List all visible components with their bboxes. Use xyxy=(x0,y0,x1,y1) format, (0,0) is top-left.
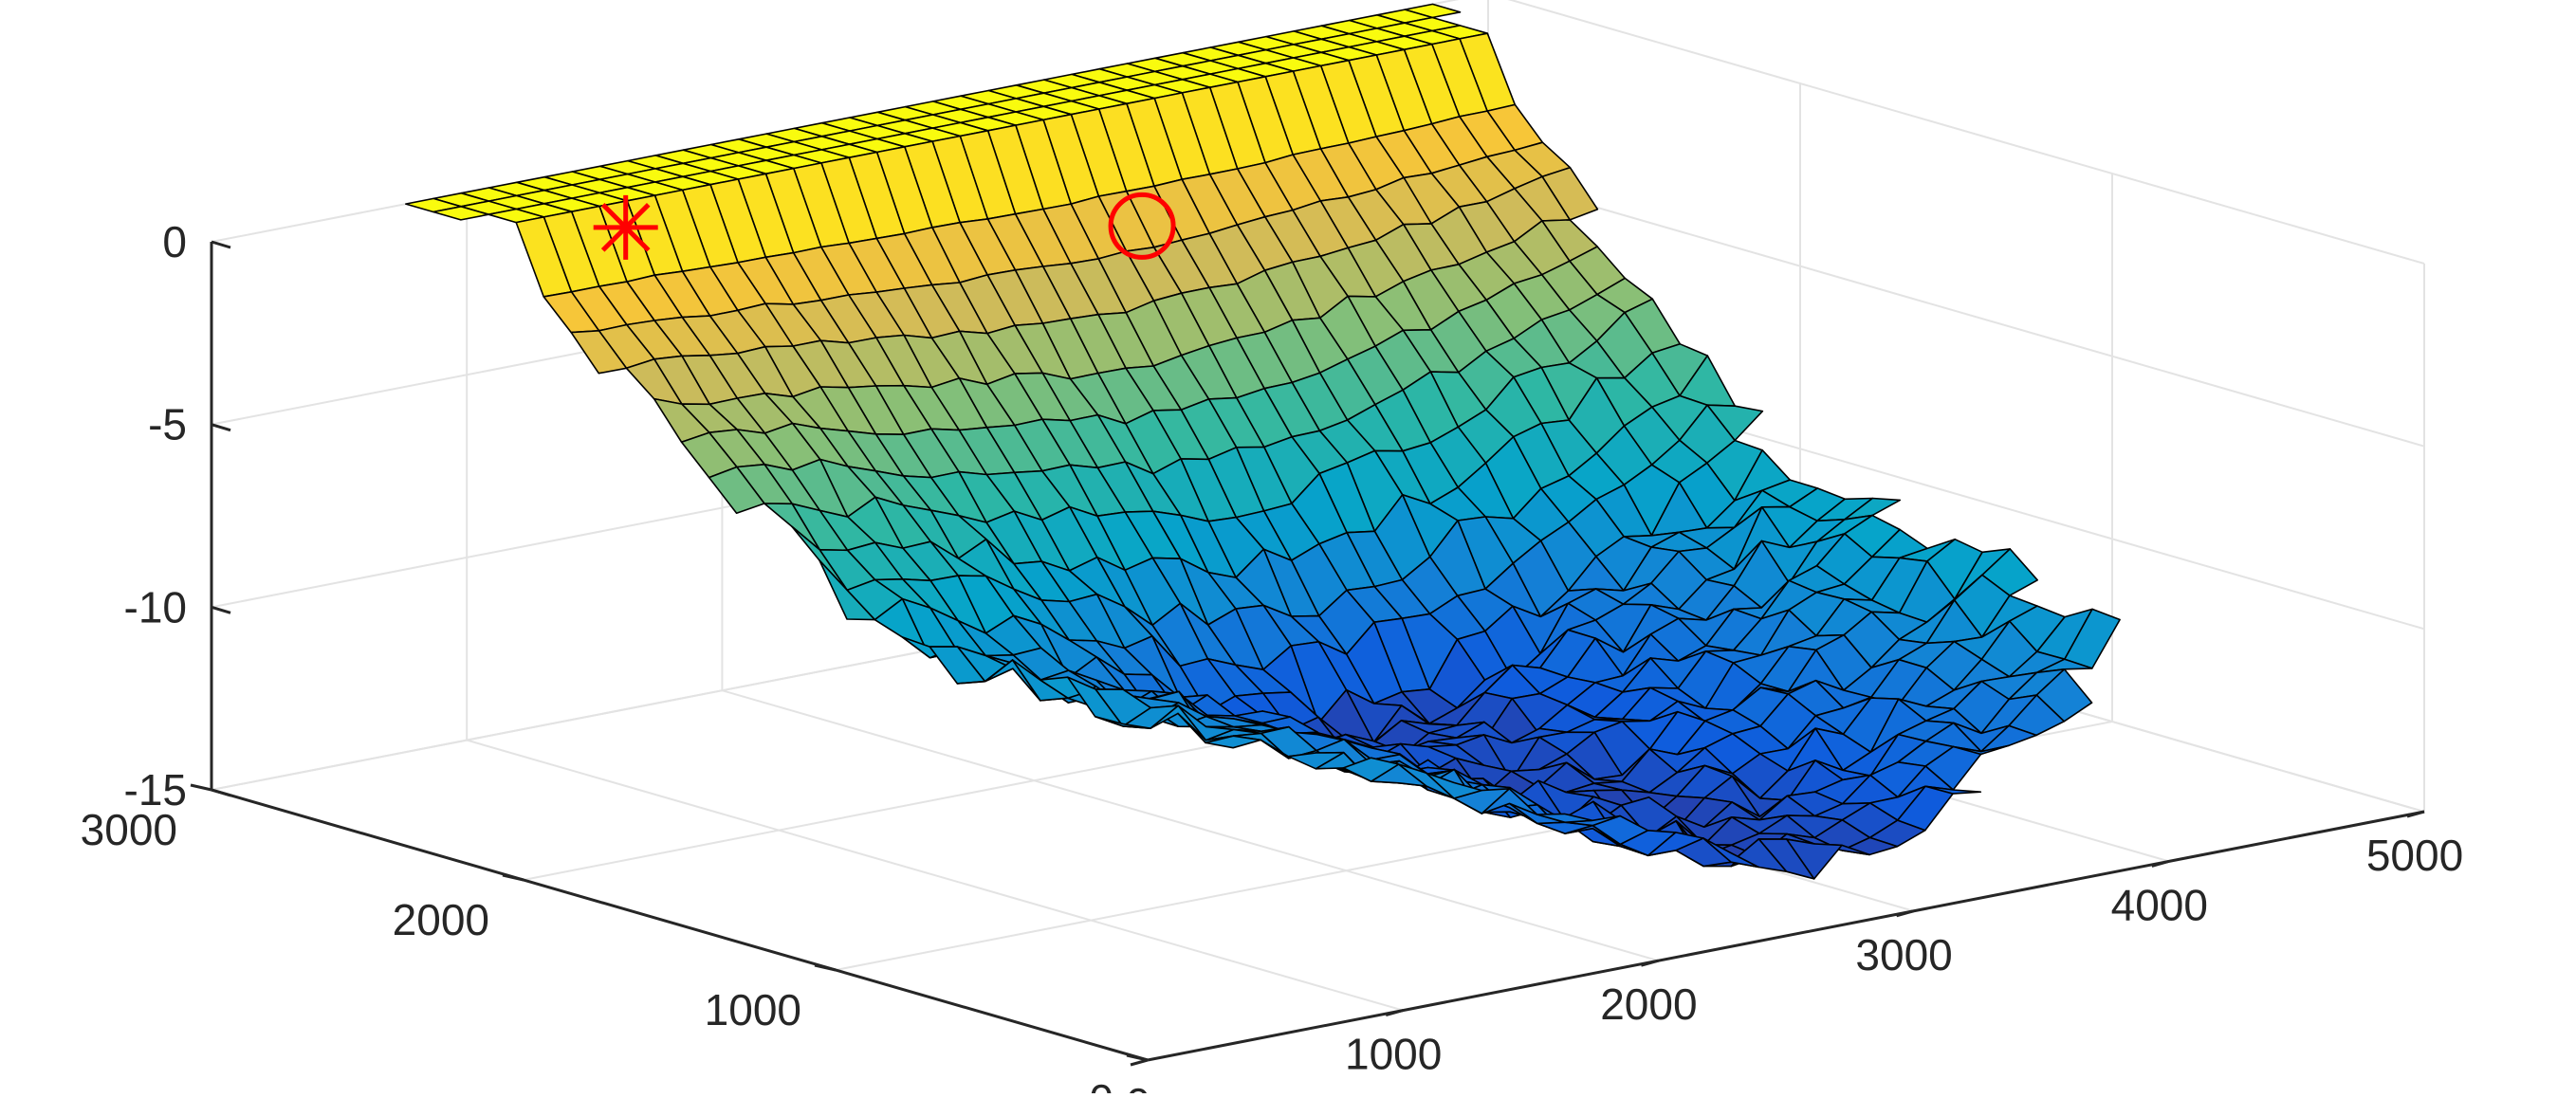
surface-cell xyxy=(1342,757,1400,782)
x-tick-label: 2000 xyxy=(1600,979,1697,1029)
x-tick-mark xyxy=(1896,909,1915,918)
x-tick-label: 0 xyxy=(1126,1079,1150,1093)
x-tick-mark xyxy=(1385,1009,1404,1017)
surface-mesh xyxy=(404,3,2121,880)
surface-cell xyxy=(1205,735,1262,749)
asterisk-marker xyxy=(593,194,658,260)
tick-labels: 0 1000 2000 3000 4000 5000 0 1000 2000 3000 0 -5 -10… xyxy=(81,217,2464,1098)
surface-cell xyxy=(570,329,628,375)
x-tick-mark xyxy=(2406,810,2425,818)
z-tick-label: -5 xyxy=(148,400,187,449)
z-tick-label: -15 xyxy=(124,765,187,814)
y-tick-label: 1000 xyxy=(705,985,801,1034)
x-tick-label: 1000 xyxy=(1345,1030,1442,1079)
z-tick-mark xyxy=(211,788,231,797)
y-tick-label: 2000 xyxy=(393,895,489,944)
y-axis-line xyxy=(211,788,1149,1062)
surface-cell xyxy=(708,466,765,515)
surface-cell xyxy=(1536,813,1593,824)
z-tick-label: 0 xyxy=(162,217,187,266)
x-tick-label: 4000 xyxy=(2111,880,2208,929)
surface-cell xyxy=(432,206,489,221)
markers xyxy=(593,192,1176,260)
circle-marker xyxy=(1108,192,1176,260)
y-tick-label: 3000 xyxy=(81,805,177,854)
z-tick-label: -10 xyxy=(124,582,187,631)
axes xyxy=(190,240,2425,1067)
x-tick-label: 3000 xyxy=(1855,930,1952,979)
surface-cell xyxy=(1094,715,1151,730)
surface-cell xyxy=(1702,837,1759,869)
y-tick-mark xyxy=(502,873,524,882)
z-tick-mark xyxy=(211,423,231,432)
x-tick-label: 5000 xyxy=(2366,831,2463,880)
y-tick-mark xyxy=(814,963,837,972)
grid-line xyxy=(722,689,1659,962)
surface-cell xyxy=(1426,772,1482,799)
x-axis-line xyxy=(1147,810,2425,1062)
x-tick-mark xyxy=(1640,959,1659,967)
grid-line xyxy=(1487,174,2425,448)
z-tick-mark xyxy=(211,240,231,249)
y-tick-mark xyxy=(190,783,212,792)
x-tick-mark xyxy=(2151,859,2170,868)
z-tick-mark xyxy=(211,605,231,614)
y-tick-mark xyxy=(1126,1053,1149,1062)
grid-line xyxy=(466,739,1404,1012)
asterisk-stroke xyxy=(600,203,651,252)
surface-cell xyxy=(819,559,876,621)
grid-line xyxy=(1507,0,2425,265)
y-tick-label: 0 xyxy=(1089,1075,1113,1093)
surface-cell xyxy=(956,659,1014,685)
